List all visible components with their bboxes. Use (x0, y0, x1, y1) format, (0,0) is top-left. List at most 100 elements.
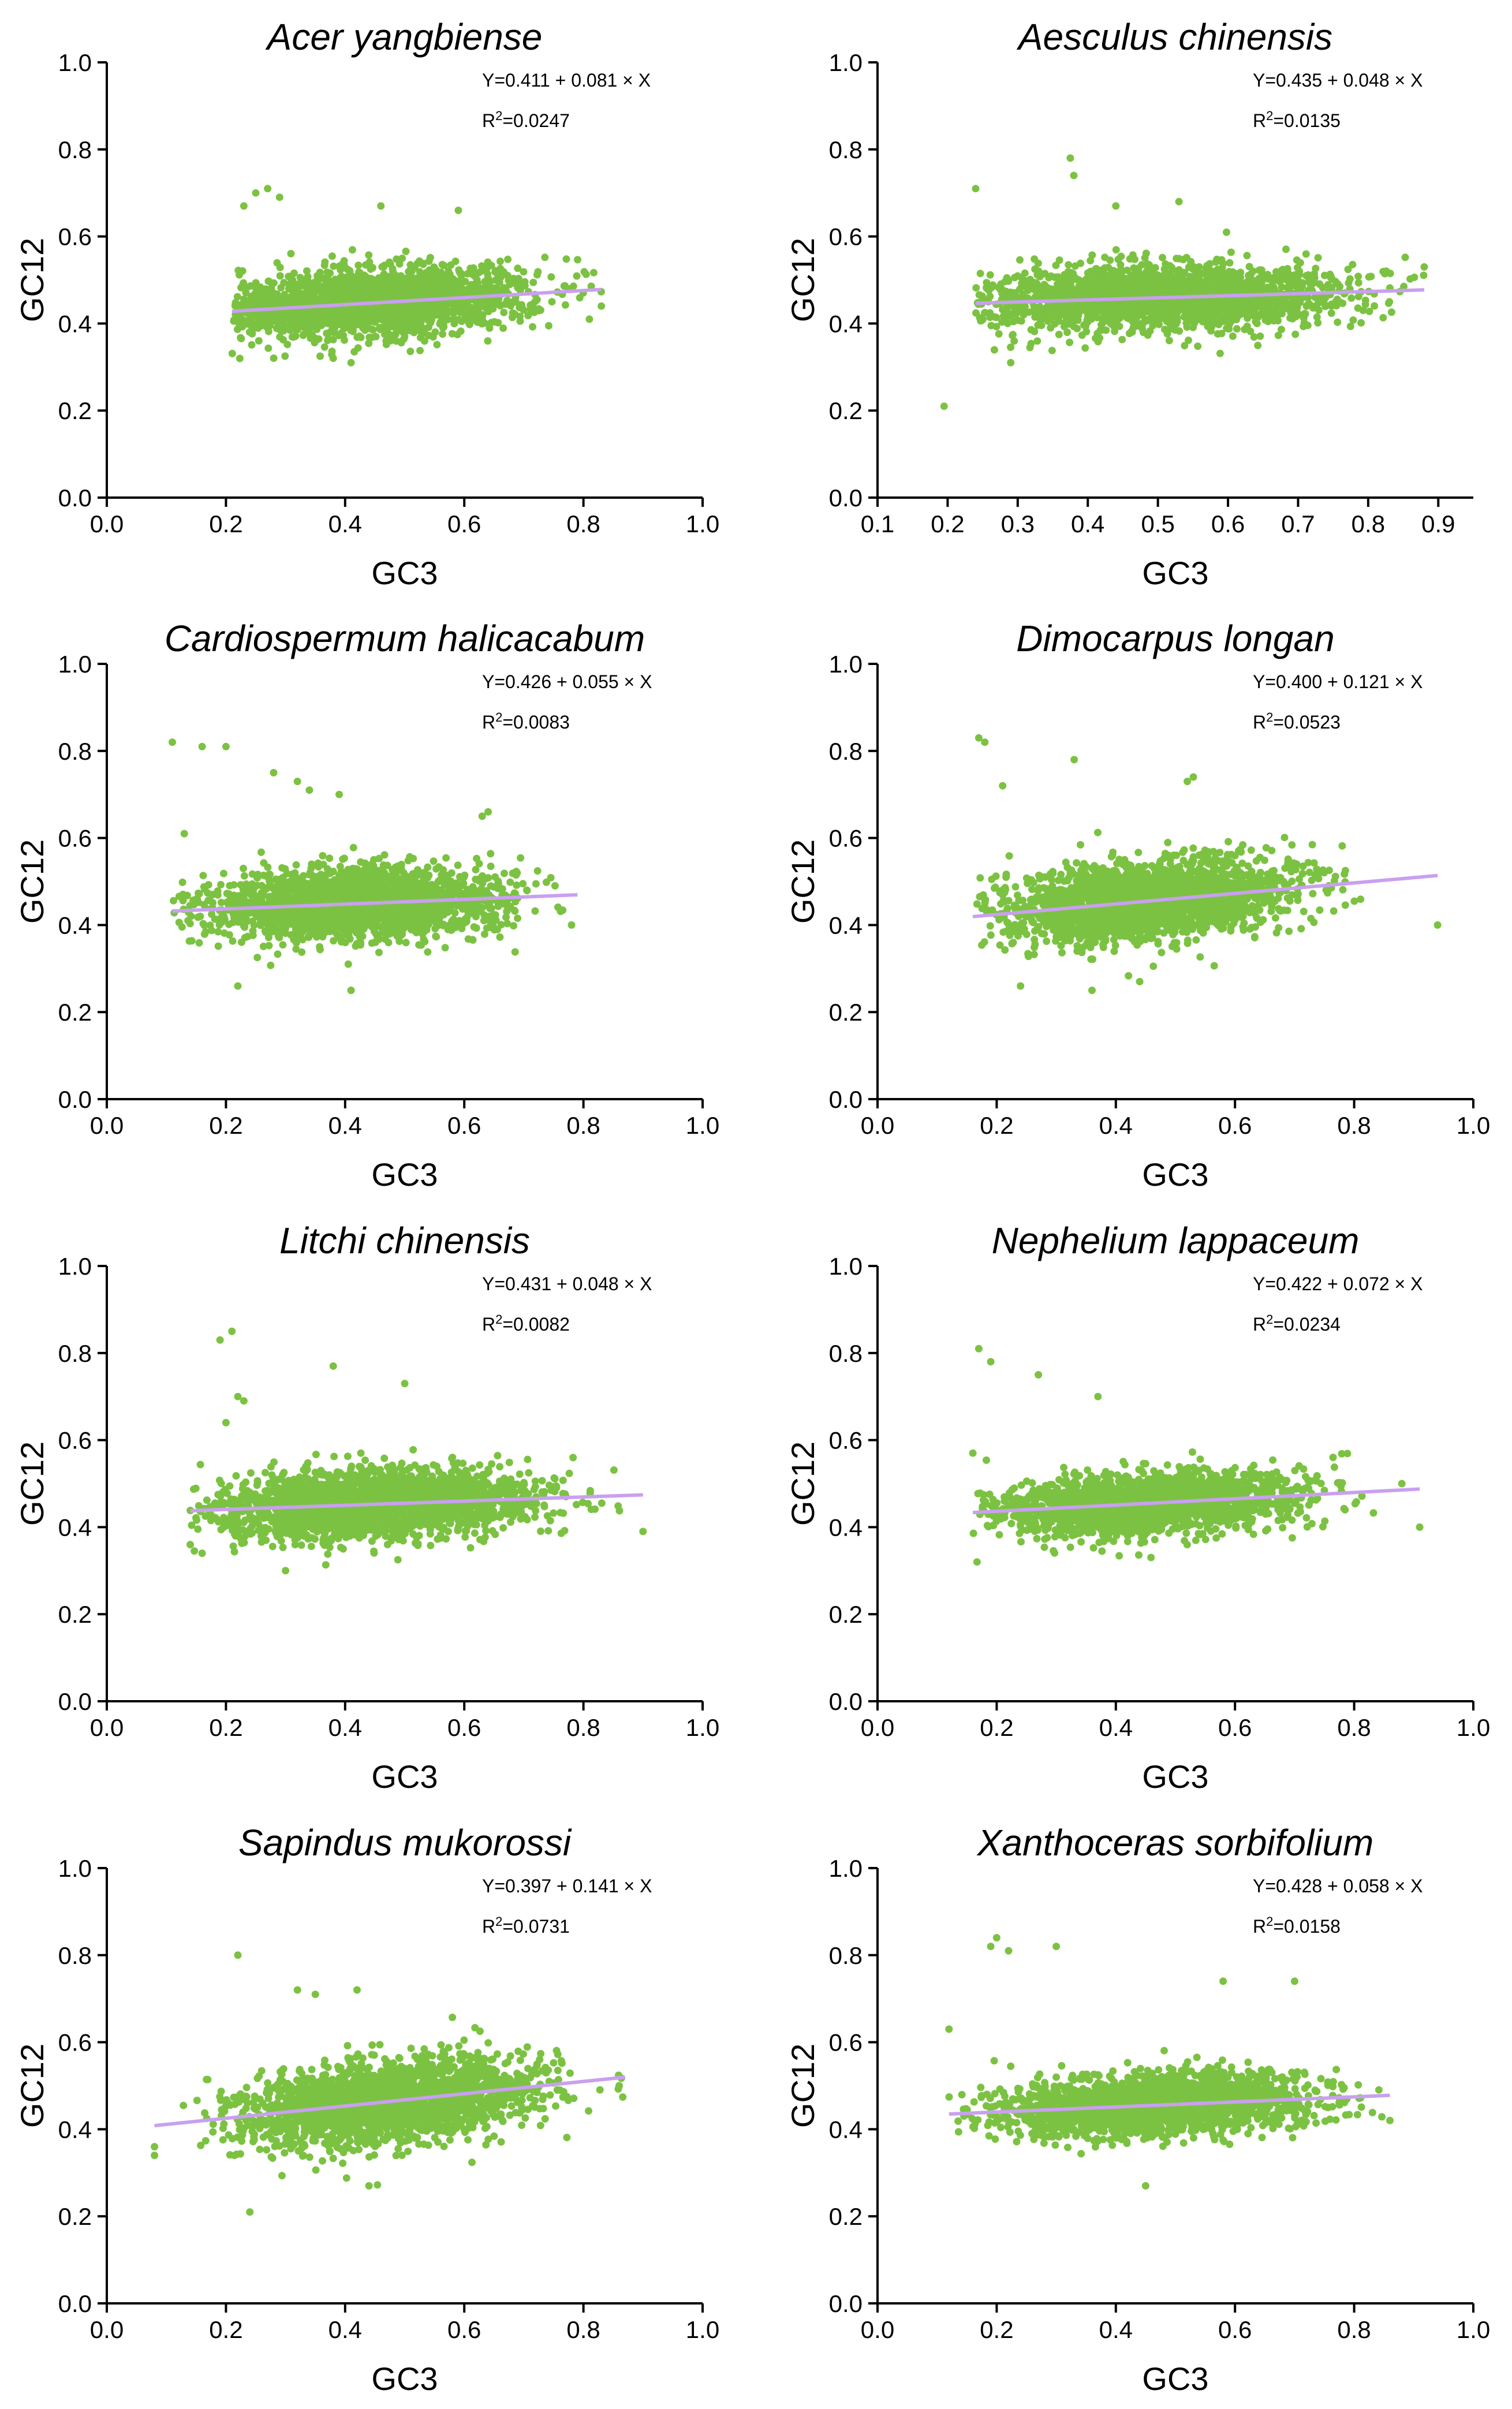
data-point (344, 286, 352, 293)
data-point (255, 337, 263, 345)
data-point (328, 252, 336, 260)
data-point (1062, 306, 1070, 313)
data-point (492, 269, 500, 277)
data-point (1126, 285, 1134, 292)
data-point (1061, 323, 1068, 330)
data-point (1185, 310, 1192, 318)
data-point (428, 274, 436, 282)
y-tick-label: 1.0 (829, 49, 863, 76)
data-point (1007, 343, 1014, 351)
data-point (1000, 312, 1007, 320)
data-point (1026, 344, 1034, 352)
data-point (1246, 263, 1253, 270)
data-point (1256, 333, 1264, 340)
data-point (397, 281, 405, 288)
data-point (1223, 229, 1230, 236)
data-point (486, 286, 493, 293)
data-point (327, 289, 335, 296)
y-tick-label: 0.4 (58, 310, 92, 337)
data-point (1301, 319, 1308, 327)
outlier-point (940, 402, 948, 410)
data-point (1162, 283, 1170, 290)
data-point (1262, 316, 1270, 324)
data-point (326, 270, 334, 277)
data-point (1099, 318, 1107, 325)
outlier-point (1070, 172, 1078, 180)
data-point (1270, 274, 1278, 281)
data-point (531, 907, 539, 915)
data-point (264, 345, 272, 352)
data-point (1025, 281, 1033, 288)
data-point (1328, 309, 1335, 317)
data-point (1388, 308, 1395, 316)
data-point (1219, 281, 1227, 289)
x-tick-label: 0.2 (209, 510, 242, 537)
data-point (1040, 283, 1048, 291)
data-point (234, 293, 241, 301)
data-point (335, 332, 343, 339)
data-point (444, 283, 451, 291)
data-point (292, 286, 300, 293)
data-point (283, 341, 291, 348)
data-point (1406, 275, 1414, 283)
data-point (590, 269, 598, 277)
data-point (1420, 271, 1427, 279)
data-point (1068, 277, 1076, 285)
data-point (1175, 255, 1183, 263)
data-point (359, 316, 367, 323)
outlier-point (330, 354, 337, 362)
x-tick-label: 0.3 (1001, 510, 1035, 537)
data-point (1036, 273, 1044, 281)
data-point (234, 267, 242, 274)
data-point (1253, 303, 1261, 311)
data-point (1161, 266, 1168, 273)
data-point (365, 339, 372, 347)
data-point (1234, 311, 1241, 318)
data-point (1106, 310, 1113, 318)
data-point (514, 264, 521, 272)
data-point (229, 350, 236, 357)
data-point (1007, 311, 1015, 318)
x-axis-label: GC3 (1142, 555, 1208, 591)
data-point (321, 259, 328, 266)
data-point (378, 263, 386, 271)
data-point (1216, 350, 1224, 357)
data-point (402, 315, 409, 323)
data-point (1212, 318, 1220, 326)
data-point (1117, 290, 1125, 297)
data-point (400, 328, 407, 336)
x-tick-label: 0.1 (861, 510, 894, 537)
x-tick-label: 0.6 (447, 510, 481, 537)
data-point (547, 273, 555, 281)
data-point (496, 257, 504, 265)
data-point (1114, 256, 1122, 263)
data-point (402, 248, 410, 255)
data-point (433, 341, 440, 349)
data-point (1077, 260, 1084, 267)
data-point (1145, 316, 1152, 323)
data-point (277, 272, 284, 279)
data-point (448, 274, 456, 282)
data-point (287, 250, 294, 257)
data-point (416, 257, 423, 265)
data-point (375, 948, 383, 956)
data-point (379, 290, 387, 297)
data-point (1003, 274, 1011, 282)
data-point (1354, 272, 1362, 280)
data-point (1112, 246, 1120, 253)
data-point (1241, 326, 1248, 333)
data-point (1336, 299, 1344, 307)
data-point (507, 298, 515, 306)
data-point (1285, 272, 1292, 279)
data-point (1055, 331, 1063, 338)
data-point (1194, 308, 1201, 315)
x-tick-label: 0.0 (90, 510, 124, 537)
data-point (1347, 323, 1354, 330)
data-point (1108, 267, 1116, 274)
data-point (1294, 264, 1301, 271)
data-point (532, 297, 539, 305)
data-point (353, 334, 361, 341)
x-tick-label: 0.7 (1281, 510, 1315, 537)
data-point (1365, 308, 1373, 315)
data-point (487, 850, 494, 857)
